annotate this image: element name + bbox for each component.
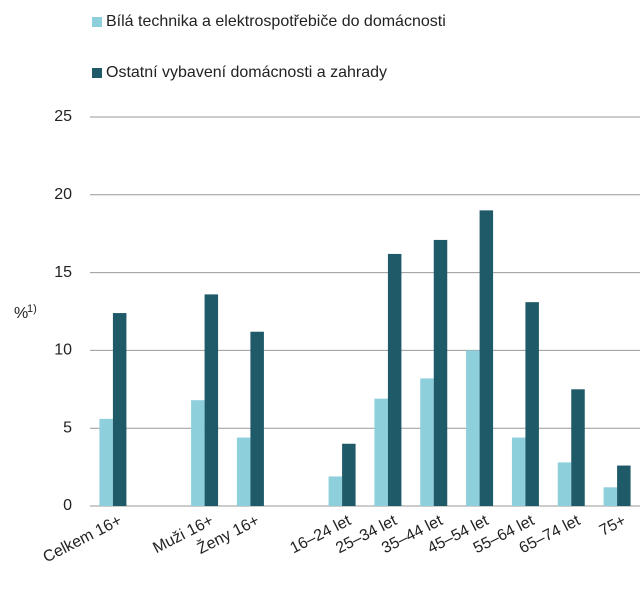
bar [617, 465, 631, 506]
bar [525, 302, 539, 506]
bar [466, 350, 480, 506]
bar [204, 294, 219, 506]
bar [236, 437, 251, 506]
x-tick-label: 75+ [597, 512, 629, 539]
bar [112, 313, 127, 506]
y-tick-label: 0 [63, 497, 72, 514]
y-axis-label: % [14, 305, 28, 322]
y-tick-label: 15 [54, 264, 72, 281]
y-tick-label: 20 [54, 186, 72, 203]
y-tick-label: 5 [63, 419, 72, 436]
bar [387, 253, 402, 506]
bar [250, 331, 264, 506]
legend-swatch [92, 17, 102, 27]
legend-swatch [92, 68, 102, 78]
bar [374, 398, 388, 506]
bar [433, 239, 448, 506]
y-tick-label: 10 [54, 342, 72, 359]
bar [420, 378, 434, 506]
bar [328, 476, 343, 506]
bar [99, 418, 113, 506]
bar [479, 210, 494, 507]
bar [342, 443, 356, 506]
legend-label: Ostatní vybavení domácnosti a zahrady [106, 64, 387, 81]
x-tick-label: Celkem 16+ [40, 512, 124, 566]
bar [557, 462, 572, 506]
y-axis-label-note: 1) [27, 303, 37, 315]
y-tick-label: 25 [54, 108, 72, 125]
bar [191, 400, 205, 506]
bar [511, 437, 526, 506]
bar [571, 389, 585, 506]
bar [603, 487, 618, 506]
legend-label: Bílá technika a elektrospotřebiče do dom… [106, 13, 446, 30]
